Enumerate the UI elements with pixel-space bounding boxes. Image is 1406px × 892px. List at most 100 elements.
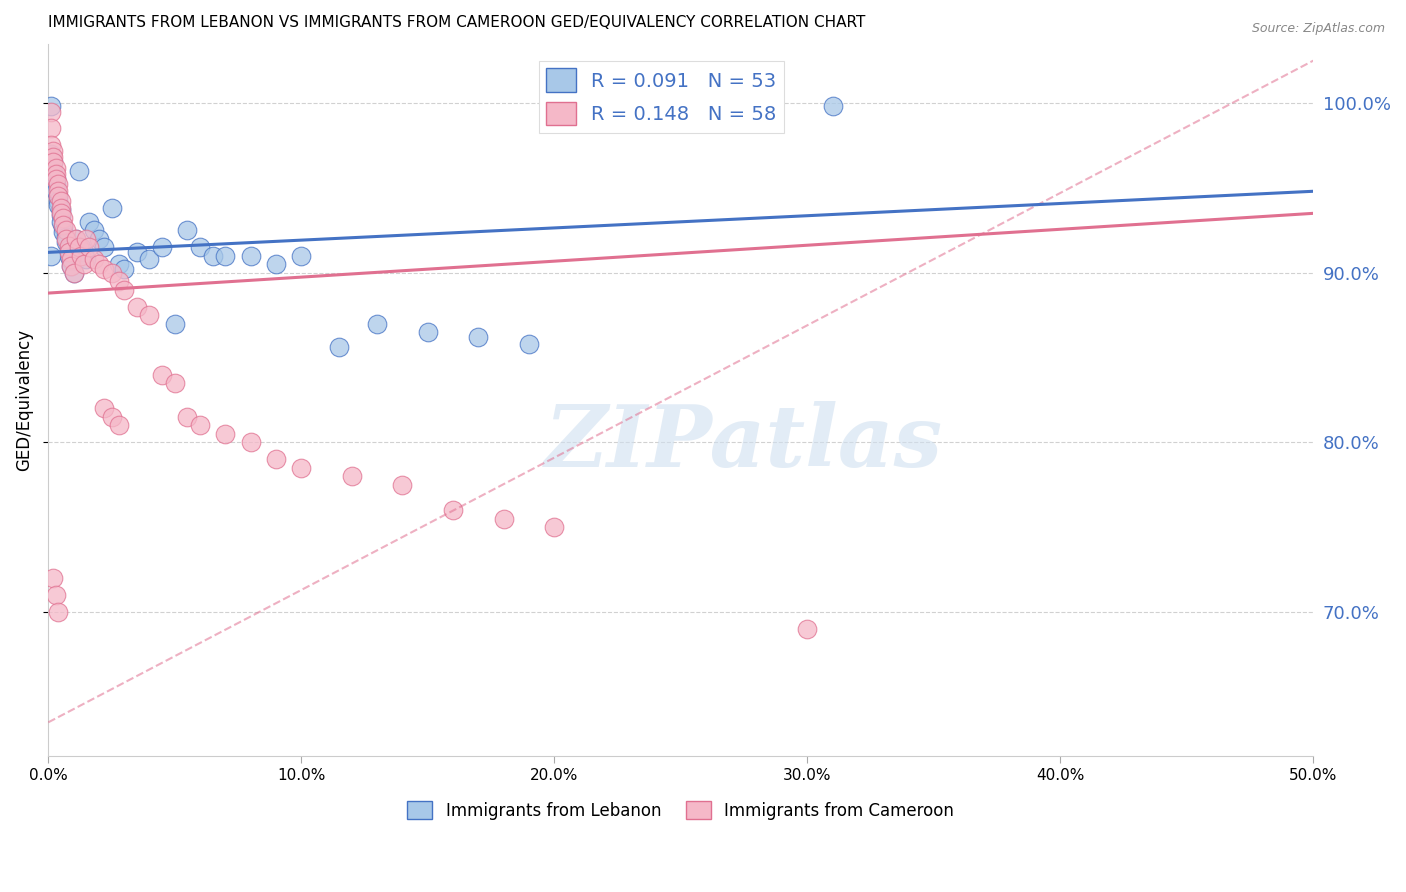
Legend: Immigrants from Lebanon, Immigrants from Cameroon: Immigrants from Lebanon, Immigrants from… <box>401 795 960 826</box>
Point <box>138 252 160 267</box>
Point <box>49 206 72 220</box>
Point <box>176 223 198 237</box>
Point <box>108 418 131 433</box>
Point <box>328 340 350 354</box>
Point <box>42 571 65 585</box>
Point <box>49 202 72 217</box>
Point <box>39 249 62 263</box>
Point <box>45 178 67 192</box>
Point <box>58 238 80 252</box>
Point <box>60 259 83 273</box>
Point <box>75 252 97 267</box>
Point <box>138 308 160 322</box>
Point <box>48 198 70 212</box>
Point <box>60 252 83 267</box>
Point <box>112 262 135 277</box>
Point <box>45 172 67 186</box>
Point <box>42 164 65 178</box>
Point <box>100 201 122 215</box>
Point <box>517 337 540 351</box>
Point <box>39 138 62 153</box>
Point <box>821 99 844 113</box>
Y-axis label: GED/Equivalency: GED/Equivalency <box>15 329 32 471</box>
Point <box>188 418 211 433</box>
Point <box>45 172 67 186</box>
Point <box>543 520 565 534</box>
Point <box>77 215 100 229</box>
Point <box>214 249 236 263</box>
Point <box>58 242 80 256</box>
Point <box>39 99 62 113</box>
Point <box>65 232 87 246</box>
Point <box>100 409 122 424</box>
Point <box>49 208 72 222</box>
Point <box>93 240 115 254</box>
Point <box>48 189 70 203</box>
Point <box>163 376 186 390</box>
Point <box>290 249 312 263</box>
Point <box>52 218 75 232</box>
Point <box>52 219 75 234</box>
Point <box>264 257 287 271</box>
Point <box>796 622 818 636</box>
Point <box>55 235 77 249</box>
Point <box>42 155 65 169</box>
Point <box>55 223 77 237</box>
Point <box>239 435 262 450</box>
Point <box>39 104 62 119</box>
Point <box>55 230 77 244</box>
Text: IMMIGRANTS FROM LEBANON VS IMMIGRANTS FROM CAMEROON GED/EQUIVALENCY CORRELATION : IMMIGRANTS FROM LEBANON VS IMMIGRANTS FR… <box>48 15 866 30</box>
Point <box>93 262 115 277</box>
Point <box>150 368 173 382</box>
Point <box>65 232 87 246</box>
Point <box>45 161 67 175</box>
Point <box>467 330 489 344</box>
Point <box>60 259 83 273</box>
Point <box>48 194 70 209</box>
Point <box>73 245 96 260</box>
Point <box>67 164 90 178</box>
Point <box>39 121 62 136</box>
Point <box>39 147 62 161</box>
Point <box>58 245 80 260</box>
Point <box>87 232 110 246</box>
Point <box>75 232 97 246</box>
Point <box>163 317 186 331</box>
Point <box>48 189 70 203</box>
Point <box>48 605 70 619</box>
Point <box>45 167 67 181</box>
Point <box>48 178 70 192</box>
Point <box>492 512 515 526</box>
Point <box>290 460 312 475</box>
Point <box>73 257 96 271</box>
Point <box>176 409 198 424</box>
Point <box>67 240 90 254</box>
Point <box>49 201 72 215</box>
Point <box>58 249 80 263</box>
Point <box>42 150 65 164</box>
Point <box>45 184 67 198</box>
Point <box>52 225 75 239</box>
Point <box>83 252 105 267</box>
Point <box>55 232 77 246</box>
Point <box>83 223 105 237</box>
Point <box>239 249 262 263</box>
Point <box>441 503 464 517</box>
Point <box>48 184 70 198</box>
Point <box>264 452 287 467</box>
Point <box>49 194 72 209</box>
Point <box>201 249 224 263</box>
Point <box>42 155 65 169</box>
Point <box>100 266 122 280</box>
Point <box>188 240 211 254</box>
Point <box>70 249 93 263</box>
Point <box>340 469 363 483</box>
Point <box>62 266 84 280</box>
Point <box>45 588 67 602</box>
Point <box>52 211 75 226</box>
Point <box>77 240 100 254</box>
Point <box>391 477 413 491</box>
Point <box>87 257 110 271</box>
Point <box>112 283 135 297</box>
Point <box>150 240 173 254</box>
